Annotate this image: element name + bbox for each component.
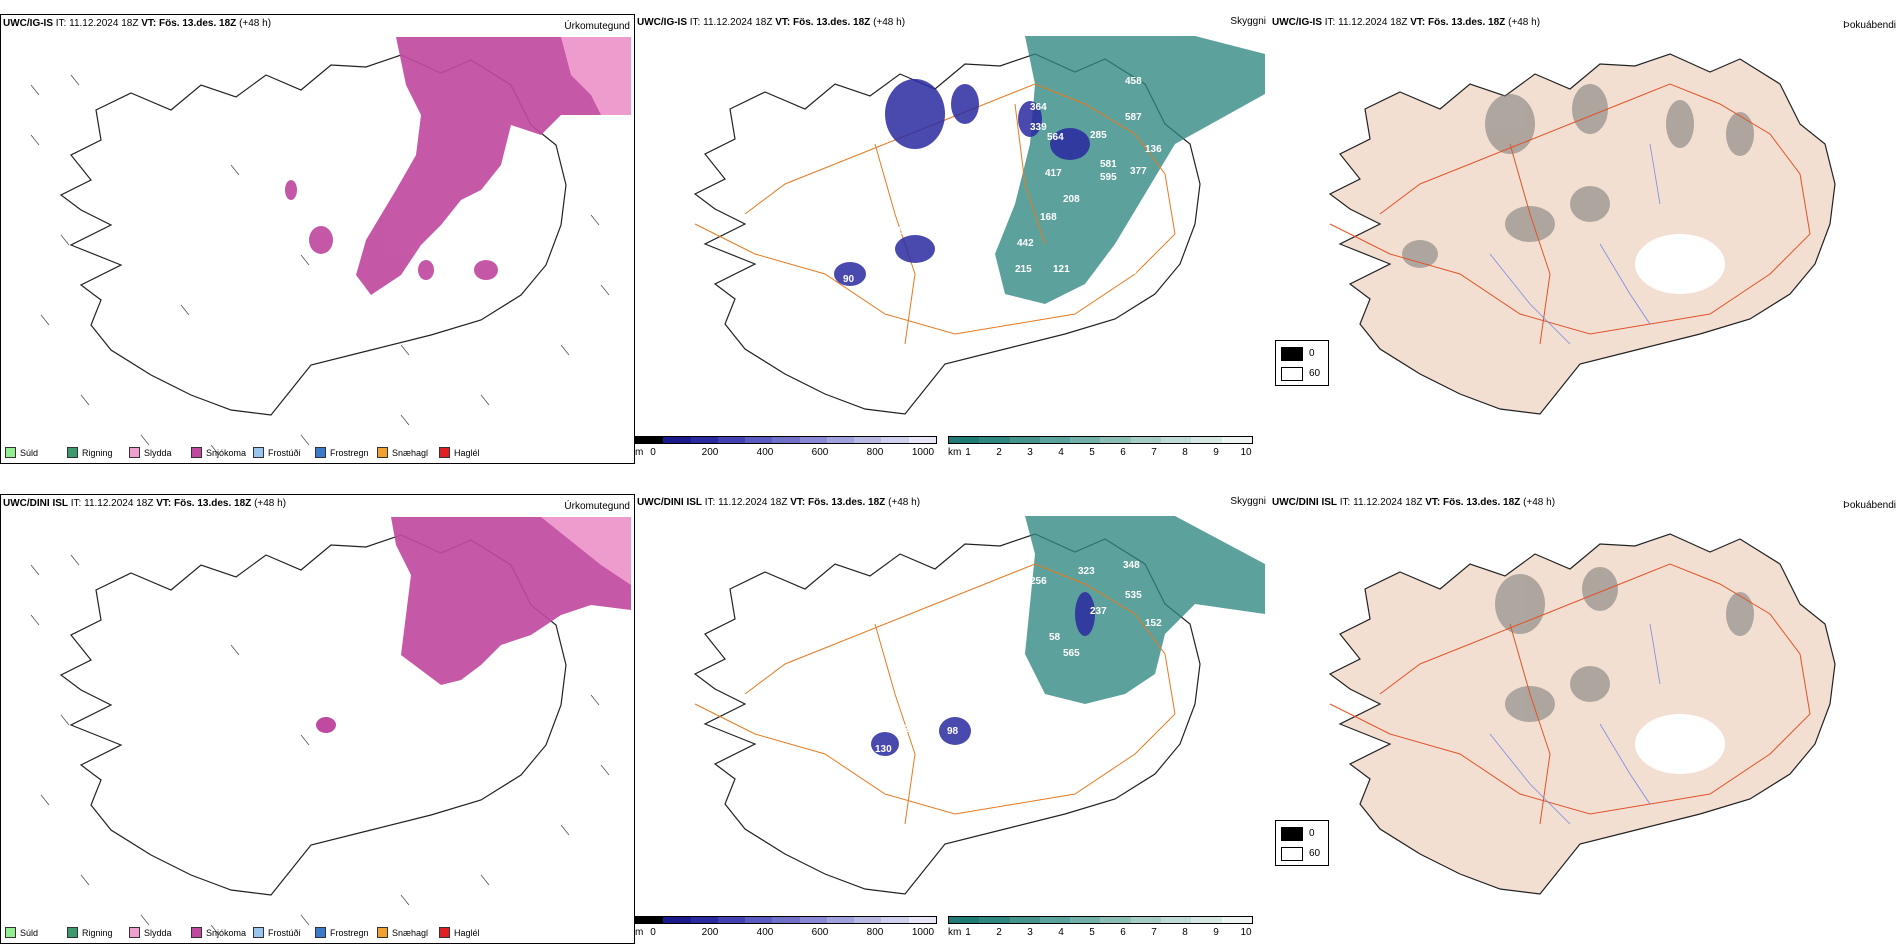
panel-header: UWC/IG-IS IT: 11.12.2024 18Z VT: Fös. 13… <box>1272 17 1541 28</box>
legend-item-snjokoma: Snjókoma <box>191 927 253 938</box>
visibility-scale: km 1 2 3 4 5 6 7 8 9 10 <box>948 436 1266 464</box>
fog-map <box>1328 533 1836 895</box>
field-title: Úrkomutegund <box>564 21 630 32</box>
model-name: UWC/DINI ISL <box>3 498 68 509</box>
clouds-map <box>693 36 1265 415</box>
clouds-map <box>693 516 1265 895</box>
snow-region <box>285 37 631 295</box>
model-name: UWC/IG-IS <box>3 18 53 29</box>
fog-shading <box>1495 567 1754 722</box>
legend-item-frostregn: Frostregn <box>315 447 377 458</box>
panel-header: UWC/DINI ISL IT: 11.12.2024 18Z VT: Fös.… <box>637 497 921 508</box>
panel-header: UWC/DINI ISL IT: 11.12.2024 18Z VT: Fös.… <box>1272 497 1556 508</box>
fog-map <box>1328 53 1836 415</box>
panel-clouds-dini: UWC/DINI ISL IT: 11.12.2024 18Z VT: Fös.… <box>635 494 1270 944</box>
init-time: 11.12.2024 18Z <box>84 498 154 509</box>
legend-item-hagel: Haglél <box>439 927 501 938</box>
iceland-outline <box>1328 533 1836 895</box>
valid-time: Fös. 13.des. 18Z <box>174 498 252 509</box>
roads <box>1329 563 1811 825</box>
panel-header: UWC/IG-IS IT: 11.12.2024 18Z VT: Fös. 13… <box>637 17 906 28</box>
roads <box>1329 83 1811 345</box>
panel-fog-igis: UWC/IG-IS IT: 11.12.2024 18Z VT: Fös. 13… <box>1270 14 1900 464</box>
panel-fog-dini: UWC/DINI ISL IT: 11.12.2024 18Z VT: Fös.… <box>1270 494 1900 944</box>
visibility-scale: km 1 2 3 4 5 6 7 8 9 10 <box>948 916 1266 944</box>
legend-item-slydda: Slydda <box>129 927 191 938</box>
precip-legend: Súld Rigning Slydda Snjókoma Frostúði Fr… <box>5 927 501 938</box>
lead-time: (+48 h) <box>239 18 272 29</box>
init-time: 11.12.2024 18Z <box>69 18 139 29</box>
legend-item-sudd: Súld <box>5 927 67 938</box>
field-title: Skyggni <box>1230 16 1266 27</box>
precip-map <box>30 37 631 456</box>
legend-item-sudd: Súld <box>5 447 67 458</box>
cloud-base-scale: m 0 200 400 600 800 1000 <box>635 436 937 464</box>
legend-item-rigning: Rigning <box>67 927 129 938</box>
lead-time: (+48 h) <box>254 498 287 509</box>
sleet-region <box>561 37 631 115</box>
roads <box>694 563 1176 825</box>
field-title: Skyggni <box>1230 496 1266 507</box>
legend-item-hagel: Haglél <box>439 447 501 458</box>
precip-legend: Súld Rigning Slydda Snjókoma Frostúði Fr… <box>5 447 501 458</box>
rivers <box>1489 143 1661 345</box>
panel-header: UWC/DINI ISL IT: 11.12.2024 18Z VT: Fös.… <box>3 498 287 509</box>
precip-map <box>30 517 631 936</box>
panel-clouds-igis: UWC/IG-IS IT: 11.12.2024 18Z VT: Fös. 13… <box>635 14 1270 464</box>
cloud-base-patches <box>871 592 1095 756</box>
snow-region <box>391 517 631 685</box>
legend-item-snaehagl: Snæhagl <box>377 447 439 458</box>
fog-white-region <box>1635 234 1725 294</box>
legend-item-slydda: Slydda <box>129 447 191 458</box>
fog-legend: 0 60 <box>1275 820 1329 866</box>
legend-item-frostudi: Frostúði <box>253 927 315 938</box>
fog-shading <box>1402 84 1754 268</box>
cloud-base-scale: m 0 200 400 600 800 1000 <box>635 916 937 944</box>
visibility-region <box>1025 516 1265 704</box>
panel-precip-type-igis: UWC/IG-IS IT: 11.12.2024 18Z VT: Fös. 13… <box>0 14 635 464</box>
valid-time: Fös. 13.des. 18Z <box>159 18 237 29</box>
wind-barbs <box>30 74 610 456</box>
cloud-base-patches <box>834 79 1090 286</box>
field-title: Þokuábendi <box>1843 500 1896 511</box>
legend-item-snjokoma: Snjókoma <box>191 447 253 458</box>
fog-white-region <box>1635 714 1725 774</box>
legend-item-frostregn: Frostregn <box>315 927 377 938</box>
snow-patch <box>316 717 336 733</box>
legend-item-rigning: Rigning <box>67 447 129 458</box>
iceland-outline <box>1328 53 1836 415</box>
field-title: Úrkomutegund <box>564 501 630 512</box>
rivers <box>1489 623 1661 825</box>
panel-precip-type-dini: UWC/DINI ISL IT: 11.12.2024 18Z VT: Fös.… <box>0 494 635 944</box>
sleet-region <box>541 517 631 585</box>
legend-item-frostudi: Frostúði <box>253 447 315 458</box>
panel-header: UWC/IG-IS IT: 11.12.2024 18Z VT: Fös. 13… <box>3 18 272 29</box>
field-title: Þokuábendi <box>1843 20 1896 31</box>
wind-barbs <box>30 554 610 936</box>
fog-legend: 0 60 <box>1275 340 1329 386</box>
legend-item-snaehagl: Snæhagl <box>377 927 439 938</box>
visibility-region <box>995 36 1265 304</box>
